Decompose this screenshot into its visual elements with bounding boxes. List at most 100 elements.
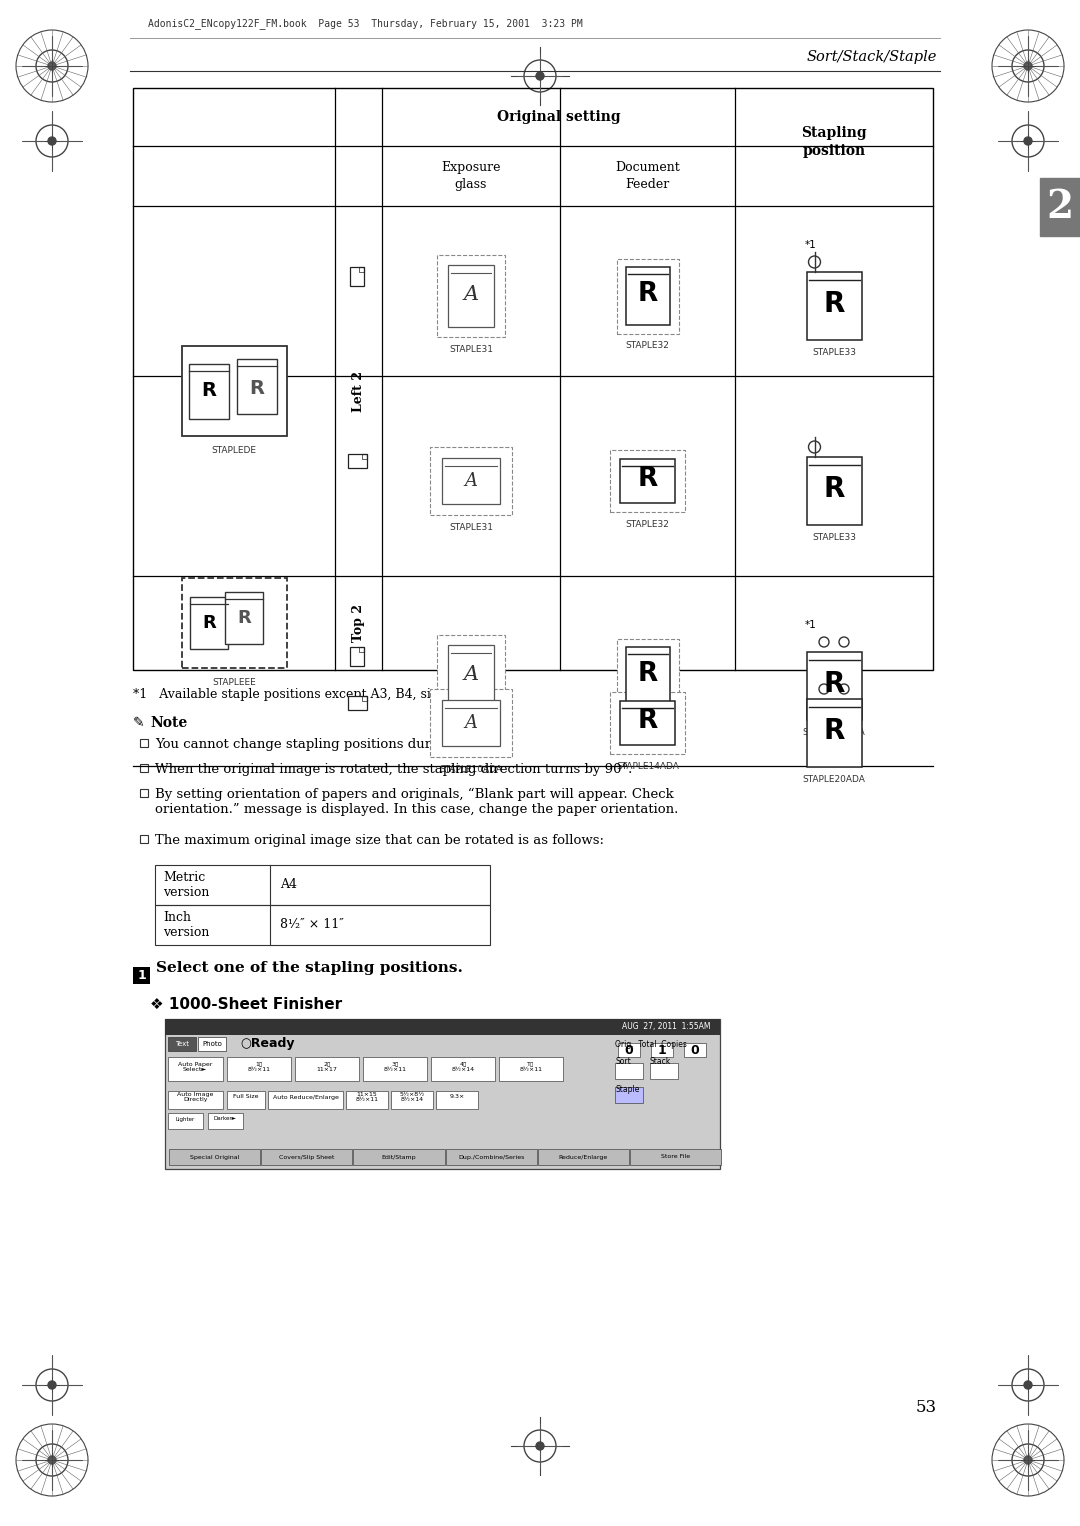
Text: By setting orientation of papers and originals, “Blank part will appear. Check
o: By setting orientation of papers and ori… xyxy=(156,787,678,816)
Text: R: R xyxy=(637,281,658,307)
Text: T▯
8½×11: T▯ 8½×11 xyxy=(519,1062,542,1073)
Text: STAPLE23ADA: STAPLE23ADA xyxy=(616,722,679,731)
Text: Orig.  Total  Copies: Orig. Total Copies xyxy=(615,1041,687,1048)
Bar xyxy=(442,700,500,746)
Text: Top 2: Top 2 xyxy=(352,604,365,642)
Circle shape xyxy=(1024,63,1032,70)
Bar xyxy=(181,346,286,436)
Text: STAPLE22ADA: STAPLE22ADA xyxy=(440,725,502,734)
Bar xyxy=(261,1149,352,1164)
Text: R: R xyxy=(823,670,845,697)
Bar xyxy=(448,645,494,707)
Circle shape xyxy=(1024,1456,1032,1463)
Text: Left 2: Left 2 xyxy=(352,371,365,412)
Text: The maximum original image size that can be rotated is as follows:: The maximum original image size that can… xyxy=(156,835,604,847)
Bar xyxy=(615,1087,643,1103)
Bar xyxy=(156,905,490,945)
Bar xyxy=(650,1064,678,1079)
Bar xyxy=(442,458,500,504)
Text: Stapling
position: Stapling position xyxy=(801,125,867,159)
Bar xyxy=(350,647,364,665)
Bar xyxy=(617,258,678,334)
Text: *1   Available staple positions except A3, B4, size of paper.: *1 Available staple positions except A3,… xyxy=(133,688,504,700)
Bar xyxy=(807,699,862,768)
Circle shape xyxy=(819,684,829,694)
Bar xyxy=(168,1038,195,1051)
Text: 0: 0 xyxy=(690,1044,700,1056)
Bar xyxy=(684,1042,706,1058)
Bar xyxy=(610,450,685,513)
Text: Photo: Photo xyxy=(202,1041,221,1047)
Text: ✎: ✎ xyxy=(133,716,145,729)
Text: Exposure
glass: Exposure glass xyxy=(442,162,501,191)
Text: R: R xyxy=(637,661,658,687)
Bar xyxy=(189,363,229,418)
Text: A: A xyxy=(463,664,478,684)
Bar xyxy=(348,696,366,710)
Bar xyxy=(620,459,675,504)
Text: STAPLE10ADA: STAPLE10ADA xyxy=(440,765,502,774)
Bar xyxy=(140,835,148,842)
Text: STAPLE32: STAPLE32 xyxy=(625,520,670,530)
Circle shape xyxy=(48,63,56,70)
Bar xyxy=(620,700,675,745)
Bar xyxy=(181,578,286,668)
Text: ○Ready: ○Ready xyxy=(240,1038,295,1050)
Bar xyxy=(618,1042,640,1058)
Text: 2: 2 xyxy=(1047,188,1074,226)
Circle shape xyxy=(48,1381,56,1389)
Bar xyxy=(208,1112,243,1129)
Bar xyxy=(391,1091,433,1109)
Text: STAPLE24ADA: STAPLE24ADA xyxy=(802,728,865,737)
Text: *1: *1 xyxy=(805,620,816,630)
Text: 4▯
8½×14: 4▯ 8½×14 xyxy=(451,1062,474,1073)
Text: A: A xyxy=(464,472,477,490)
Bar xyxy=(807,272,862,340)
Bar xyxy=(295,1058,359,1080)
Bar xyxy=(237,359,276,414)
Text: STAPLE33: STAPLE33 xyxy=(812,348,856,357)
Bar xyxy=(617,638,678,714)
Text: Lighter: Lighter xyxy=(175,1117,194,1122)
Text: 53: 53 xyxy=(916,1399,937,1416)
Text: STAPLE14ADA: STAPLE14ADA xyxy=(616,761,679,771)
Bar xyxy=(431,1058,495,1080)
Text: AdonisC2_ENcopy122F_FM.book  Page 53  Thursday, February 15, 2001  3:23 PM: AdonisC2_ENcopy122F_FM.book Page 53 Thur… xyxy=(148,18,583,29)
Text: STAPLE31: STAPLE31 xyxy=(449,523,492,533)
Bar xyxy=(165,1019,720,1169)
Bar xyxy=(1040,179,1080,237)
Text: Select one of the stapling positions.: Select one of the stapling positions. xyxy=(156,961,463,975)
Text: STAPLE32: STAPLE32 xyxy=(625,342,670,351)
Text: 1: 1 xyxy=(658,1044,666,1056)
Text: R: R xyxy=(249,378,264,397)
Circle shape xyxy=(1024,137,1032,145)
Bar xyxy=(346,1091,388,1109)
Bar xyxy=(446,1149,537,1164)
Bar xyxy=(198,1038,226,1051)
Bar xyxy=(610,691,685,754)
Bar xyxy=(140,789,148,797)
Text: AUG  27, 2011  1:55AM: AUG 27, 2011 1:55AM xyxy=(621,1022,710,1032)
Bar xyxy=(651,1042,673,1058)
Bar xyxy=(168,1091,222,1109)
Text: *1: *1 xyxy=(805,240,816,250)
Text: Reduce/Enlarge: Reduce/Enlarge xyxy=(558,1155,608,1160)
Text: R: R xyxy=(823,290,845,317)
Bar xyxy=(133,967,150,984)
Text: Auto Paper
Select►: Auto Paper Select► xyxy=(178,1062,212,1073)
Circle shape xyxy=(839,684,849,694)
Bar xyxy=(625,647,670,705)
Text: 8¹⁄₂″ × 11″: 8¹⁄₂″ × 11″ xyxy=(280,919,343,931)
Text: Note: Note xyxy=(150,716,187,729)
Text: Stack: Stack xyxy=(650,1058,672,1067)
Circle shape xyxy=(809,441,821,453)
Bar xyxy=(430,690,512,757)
Bar xyxy=(363,1058,427,1080)
Bar xyxy=(168,1058,222,1080)
Text: Staple: Staple xyxy=(615,1085,639,1094)
Bar xyxy=(348,455,366,468)
Bar xyxy=(168,1149,260,1164)
Text: 11×15
8½×11: 11×15 8½×11 xyxy=(355,1091,378,1102)
Text: 5½×8½
8½×14: 5½×8½ 8½×14 xyxy=(400,1091,424,1102)
Text: Store File: Store File xyxy=(661,1155,690,1160)
